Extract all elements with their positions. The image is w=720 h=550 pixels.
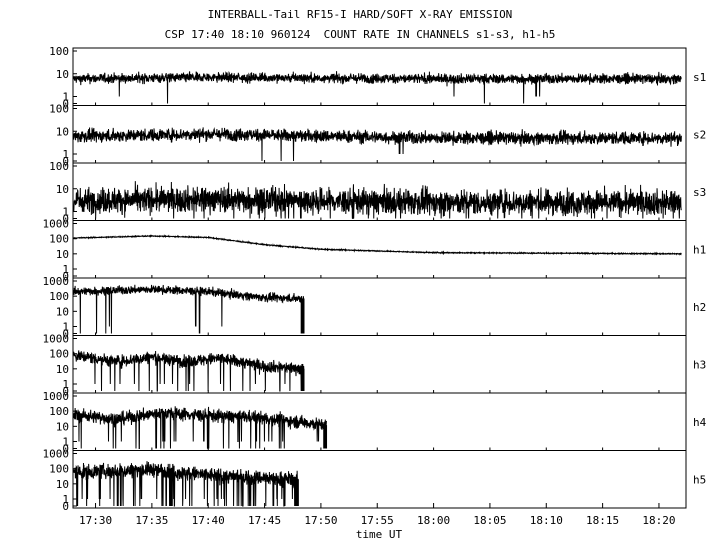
series-line-h5 [73,461,299,507]
y-tick-label-s3-10: 10 [56,183,69,196]
x-tick-label-17:30: 17:30 [79,514,112,527]
y-tick-label-h3-10: 10 [56,363,69,376]
y-tick-label-h5-0: 0 [62,500,69,513]
y-tick-label-h2-100: 100 [49,290,69,303]
x-tick-label-18:15: 18:15 [586,514,619,527]
y-tick-label-h1-10: 10 [56,248,69,261]
y-tick-label-h1-0: 0 [62,270,69,283]
y-tick-label-h5-10: 10 [56,478,69,491]
y-tick-label-h2-0: 0 [62,328,69,341]
y-tick-label-s2-10: 10 [56,125,69,138]
y-tick-label-s2-100: 100 [49,103,69,116]
y-tick-label-h1-100: 100 [49,233,69,246]
y-tick-label-h4-100: 100 [49,405,69,418]
y-tick-label-s1-100: 100 [49,45,69,58]
y-tick-label-s3-1: 1 [62,206,69,219]
y-tick-label-h3-0: 0 [62,385,69,398]
channel-label-h5: h5 [693,473,706,486]
x-tick-label-17:45: 17:45 [248,514,281,527]
y-tick-label-h1-1000: 1000 [43,218,70,231]
y-tick-label-h2-1000: 1000 [43,275,70,288]
y-tick-label-s1-0: 0 [62,98,69,111]
series-line-h2 [73,284,305,334]
chart-title: INTERBALL-Tail RF15-I HARD/SOFT X-RAY EM… [207,8,513,21]
y-tick-label-s2-1: 1 [62,148,69,161]
channel-label-h2: h2 [693,301,706,314]
series-line-s2 [73,127,682,162]
y-tick-label-h5-1: 1 [62,493,69,506]
y-tick-label-h4-10: 10 [56,420,69,433]
channel-label-h4: h4 [693,416,707,429]
x-tick-label-18:10: 18:10 [530,514,563,527]
x-tick-label-17:35: 17:35 [135,514,168,527]
y-tick-label-h5-1000: 1000 [43,448,70,461]
y-tick-label-s1-10: 10 [56,68,69,81]
panel-frame-h2 [72,277,687,336]
channel-label-s1: s1 [693,71,706,84]
y-tick-label-h4-0: 0 [62,443,69,456]
panel-frame-h1 [72,220,687,279]
y-tick-label-h1-1: 1 [62,263,69,276]
y-tick-label-h3-1000: 1000 [43,333,70,346]
x-tick-label-18:20: 18:20 [642,514,675,527]
series-line-h3 [73,350,305,392]
series-line-h4 [73,406,328,449]
x-tick-label-18:00: 18:00 [417,514,450,527]
series-line-s3 [73,181,682,219]
y-tick-label-h5-100: 100 [49,463,69,476]
chart-subtitle: CSP 17:40 18:10 960124 COUNT RATE IN CHA… [164,28,556,41]
x-tick-label-17:55: 17:55 [361,514,394,527]
y-tick-label-h2-10: 10 [56,305,69,318]
channel-label-s3: s3 [693,186,706,199]
y-tick-label-s2-0: 0 [62,155,69,168]
y-tick-label-h3-1: 1 [62,378,69,391]
x-tick-label-17:50: 17:50 [304,514,337,527]
x-tick-label-17:40: 17:40 [192,514,225,527]
y-tick-label-h4-1: 1 [62,436,69,449]
x-tick-label-18:05: 18:05 [473,514,506,527]
y-tick-label-h2-1: 1 [62,321,69,334]
y-tick-label-h3-100: 100 [49,348,69,361]
series-line-s1 [73,70,682,104]
y-tick-label-s1-1: 1 [62,91,69,104]
channel-label-s2: s2 [693,128,706,141]
series-line-h1 [73,234,682,256]
x-axis-label: time UT [356,528,403,541]
channel-label-h1: h1 [693,243,706,256]
y-tick-label-h4-1000: 1000 [43,390,70,403]
y-tick-label-s3-100: 100 [49,160,69,173]
panel-frame-h5 [72,450,687,509]
channel-label-h3: h3 [693,358,706,371]
y-tick-label-s3-0: 0 [62,213,69,226]
